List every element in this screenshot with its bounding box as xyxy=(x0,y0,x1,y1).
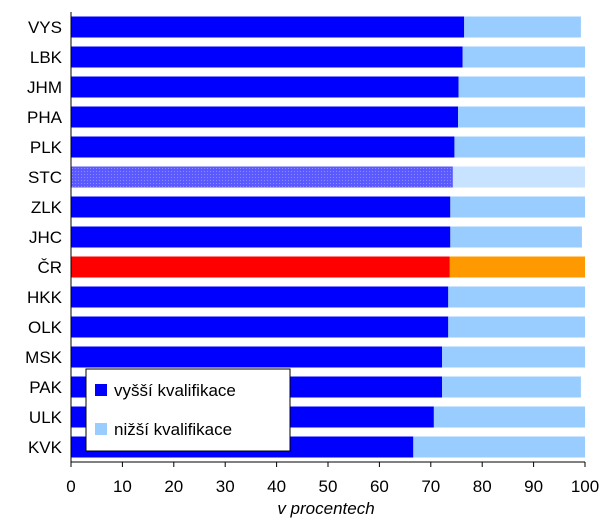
category-label: ULK xyxy=(29,408,63,427)
x-tick-label: 20 xyxy=(164,477,183,496)
bar-higher-HKK xyxy=(71,286,449,308)
bar-higher-VYS xyxy=(71,16,465,38)
category-label: JHC xyxy=(29,228,62,247)
x-tick-label: 80 xyxy=(473,477,492,496)
legend-swatch xyxy=(95,384,107,396)
category-label: JHM xyxy=(27,78,62,97)
bar-lower-PLK xyxy=(454,136,585,158)
bar-higher-JHC xyxy=(71,226,451,248)
x-tick-label: 30 xyxy=(216,477,235,496)
bar-lower-ULK xyxy=(433,406,585,428)
bar-higher-STC xyxy=(71,166,453,188)
bar-lower-ČR xyxy=(449,256,585,278)
bar-lower-JHC xyxy=(450,226,582,248)
bar-lower-HKK xyxy=(448,286,585,308)
bar-lower-KVK xyxy=(413,436,585,458)
bar-higher-MSK xyxy=(71,346,443,368)
x-tick-label: 90 xyxy=(524,477,543,496)
x-tick-label: 0 xyxy=(66,477,75,496)
x-tick-label: 50 xyxy=(319,477,338,496)
category-label: OLK xyxy=(28,318,63,337)
bar-higher-ZLK xyxy=(71,196,451,218)
category-label: PAK xyxy=(29,378,62,397)
category-label: MSK xyxy=(25,348,63,367)
legend: vyšší kvalifikace nižší kvalifikace xyxy=(85,368,291,452)
x-tick-label: 100 xyxy=(571,477,599,496)
bar-lower-PAK xyxy=(442,376,581,398)
bar-higher-PLK xyxy=(71,136,455,158)
legend-label: vyšší kvalifikace xyxy=(114,381,236,400)
bar-lower-LBK xyxy=(462,46,585,68)
legend-swatch xyxy=(95,423,107,435)
bar-lower-ZLK xyxy=(450,196,585,218)
bar-lower-MSK xyxy=(442,346,585,368)
category-label: VYS xyxy=(28,18,62,37)
category-label: STC xyxy=(28,168,62,187)
category-label: PHA xyxy=(27,108,63,127)
bar-higher-LBK xyxy=(71,46,463,68)
category-label: LBK xyxy=(30,48,63,67)
legend-label: nižší kvalifikace xyxy=(114,420,232,439)
x-tick-label: 70 xyxy=(421,477,440,496)
bar-lower-JHM xyxy=(458,76,585,98)
x-tick-label: 10 xyxy=(113,477,132,496)
x-tick-label: 40 xyxy=(267,477,286,496)
bar-higher-PHA xyxy=(71,106,459,128)
category-label: ZLK xyxy=(31,198,63,217)
bar-lower-PHA xyxy=(458,106,585,128)
category-label: ČR xyxy=(37,258,62,277)
x-axis: 0 10 20 30 40 50 60 70 80 90 100 xyxy=(66,12,599,496)
category-label: HKK xyxy=(27,288,63,307)
category-labels: VYS LBK JHM PHA PLK STC ZLK JHC ČR HKK OLK MSK PAK UL… xyxy=(25,18,63,457)
bar-higher-ČR xyxy=(71,256,450,278)
category-label: KVK xyxy=(28,438,63,457)
bar-lower-STC xyxy=(452,166,585,188)
bar-higher-OLK xyxy=(71,316,449,338)
x-tick-label: 60 xyxy=(370,477,389,496)
bar-higher-JHM xyxy=(71,76,459,98)
category-label: PLK xyxy=(30,138,63,157)
bar-lower-OLK xyxy=(448,316,585,338)
bar-lower-VYS xyxy=(464,16,581,38)
legend-box xyxy=(85,368,291,452)
x-axis-title: v procentech xyxy=(277,499,374,518)
